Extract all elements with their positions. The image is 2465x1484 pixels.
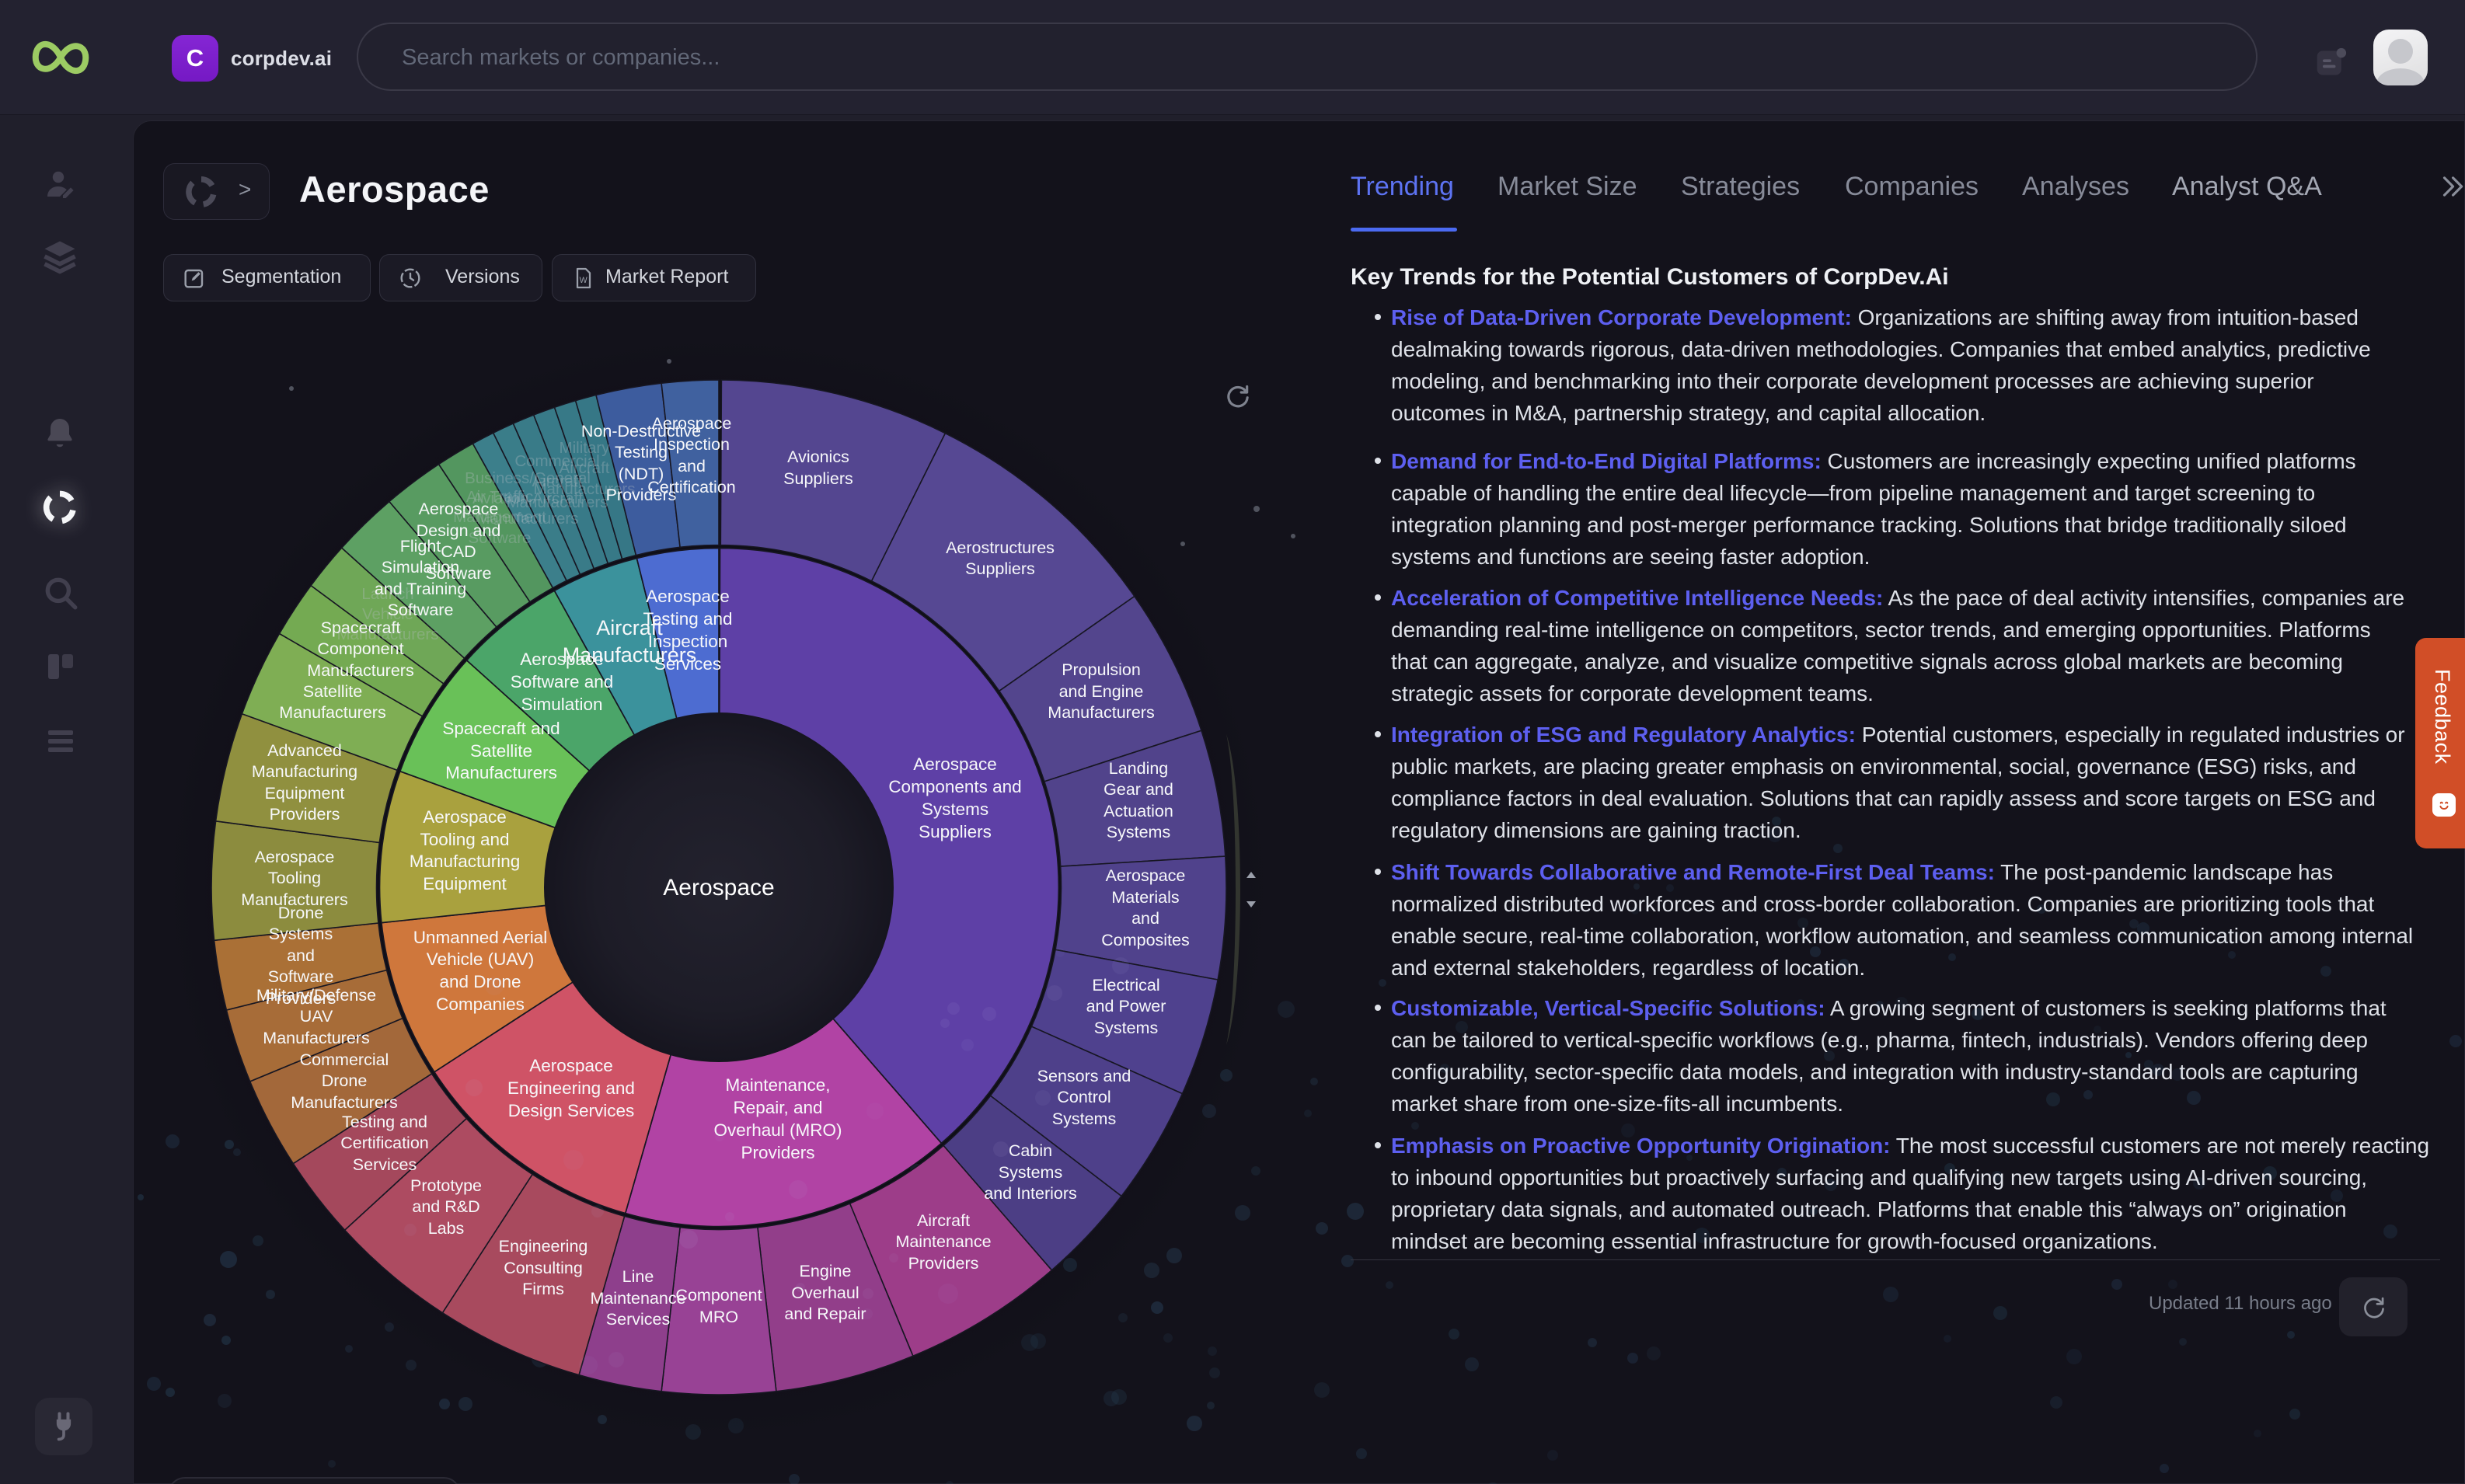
svg-text:W: W <box>580 276 588 285</box>
svg-text:Aerospace: Aerospace <box>663 875 774 901</box>
